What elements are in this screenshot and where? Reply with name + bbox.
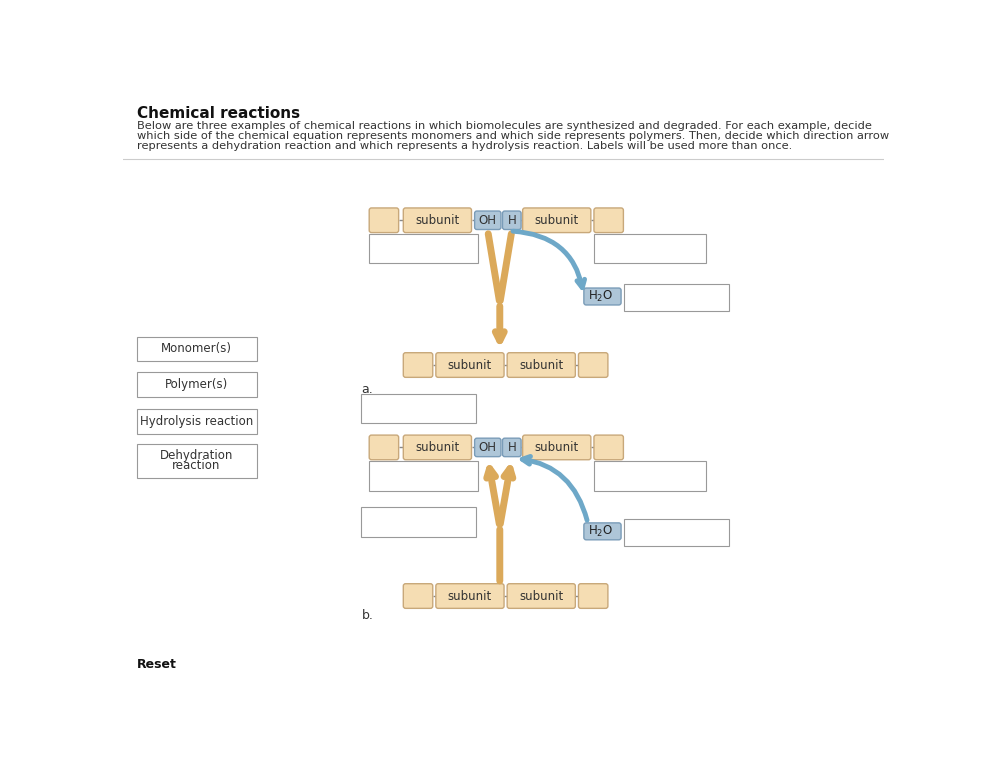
Bar [361, 393, 476, 422]
FancyBboxPatch shape [584, 523, 621, 540]
Bar [594, 234, 706, 264]
Bar [369, 461, 477, 490]
Text: Polymer(s): Polymer(s) [165, 377, 228, 390]
Text: subunit: subunit [448, 590, 492, 603]
FancyBboxPatch shape [404, 435, 471, 460]
Text: Below are three examples of chemical reactions in which biomolecules are synthes: Below are three examples of chemical rea… [136, 121, 872, 131]
Text: b.: b. [361, 609, 373, 622]
FancyBboxPatch shape [369, 208, 399, 232]
Bar [625, 519, 729, 546]
FancyBboxPatch shape [507, 353, 575, 377]
Bar [369, 234, 477, 264]
Text: subunit: subunit [415, 214, 460, 227]
FancyBboxPatch shape [436, 584, 504, 608]
FancyBboxPatch shape [594, 435, 624, 460]
FancyBboxPatch shape [578, 584, 608, 608]
Bar [136, 409, 257, 433]
Text: Reset: Reset [136, 658, 177, 671]
FancyBboxPatch shape [404, 353, 433, 377]
Bar [136, 372, 257, 397]
FancyBboxPatch shape [404, 584, 433, 608]
FancyBboxPatch shape [507, 584, 575, 608]
Text: Dehydration: Dehydration [160, 448, 233, 461]
Text: subunit: subunit [448, 358, 492, 371]
Bar [136, 336, 257, 361]
Text: subunit: subunit [534, 214, 578, 227]
Text: subunit: subunit [519, 358, 564, 371]
Text: subunit: subunit [534, 441, 578, 454]
Text: Monomer(s): Monomer(s) [161, 342, 232, 355]
Text: subunit: subunit [415, 441, 460, 454]
FancyBboxPatch shape [594, 208, 624, 232]
Text: OH: OH [479, 441, 497, 454]
Text: H$_2$O: H$_2$O [588, 289, 613, 304]
Text: subunit: subunit [519, 590, 564, 603]
Text: H: H [508, 441, 517, 454]
Text: Hydrolysis reaction: Hydrolysis reaction [139, 415, 253, 428]
FancyBboxPatch shape [578, 353, 608, 377]
Text: a.: a. [361, 383, 373, 396]
Text: H$_2$O: H$_2$O [588, 524, 613, 539]
Bar [594, 461, 706, 490]
FancyBboxPatch shape [503, 211, 521, 229]
Bar [361, 507, 476, 537]
Bar [136, 445, 257, 478]
FancyBboxPatch shape [584, 288, 621, 305]
FancyBboxPatch shape [503, 439, 521, 457]
FancyBboxPatch shape [474, 211, 501, 229]
Text: reaction: reaction [172, 459, 221, 472]
FancyBboxPatch shape [522, 435, 591, 460]
Text: OH: OH [479, 214, 497, 227]
Text: represents a dehydration reaction and which represents a hydrolysis reaction. La: represents a dehydration reaction and wh… [136, 141, 791, 151]
Text: Chemical reactions: Chemical reactions [136, 105, 300, 121]
FancyBboxPatch shape [474, 439, 501, 457]
FancyBboxPatch shape [436, 353, 504, 377]
FancyBboxPatch shape [404, 208, 471, 232]
FancyBboxPatch shape [522, 208, 591, 232]
FancyBboxPatch shape [369, 435, 399, 460]
Bar [625, 284, 729, 311]
Text: H: H [508, 214, 517, 227]
Text: which side of the chemical equation represents monomers and which side represent: which side of the chemical equation repr… [136, 131, 889, 141]
